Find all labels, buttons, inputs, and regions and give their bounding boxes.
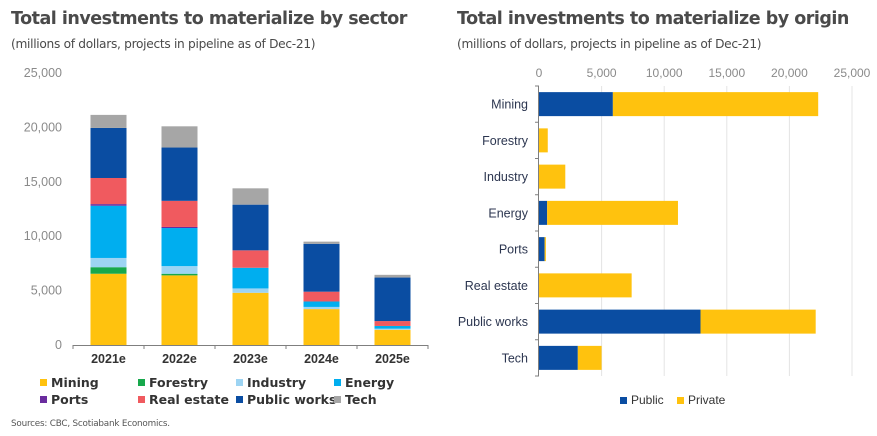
bar-segment-public-ports: [539, 237, 545, 262]
y-tick-label: 25,000: [24, 66, 62, 80]
bar-segment-energy-2025e: [374, 325, 411, 329]
x-tick-label: 5,000: [587, 66, 617, 80]
bar-segment-industry-2025e: [374, 328, 411, 330]
y-category-label: Tech: [502, 351, 528, 365]
y-category-label: Mining: [491, 98, 528, 112]
x-tick-label: 2024e: [304, 352, 339, 366]
right-chart-subtitle: (millions of dollars, projects in pipeli…: [457, 37, 762, 51]
bar-segment-public-mining: [539, 92, 613, 117]
bar-segment-private-tech: [577, 345, 602, 370]
x-tick-label: 10,000: [646, 66, 683, 80]
x-tick-label: 20,000: [771, 66, 808, 80]
bar-segment-public-public-works: [539, 309, 701, 334]
bar-segment-public-works-2025e: [374, 277, 411, 322]
bar-segment-ports-2022e: [161, 226, 198, 229]
bar-segment-mining-2023e: [232, 292, 269, 345]
bar-segment-public-works-2023e: [232, 204, 269, 251]
bar-segment-industry-2021e: [90, 257, 127, 268]
bar-segment-industry-2024e: [303, 306, 340, 310]
bar-segment-industry-2023e: [232, 288, 269, 293]
bar-segment-private-forestry: [539, 128, 548, 153]
bar-segment-real-estate-2021e: [90, 177, 127, 205]
bar-segment-tech-2021e: [90, 114, 127, 128]
y-tick-label: 20,000: [24, 120, 62, 134]
y-tick-label: 15,000: [24, 175, 62, 189]
bar-segment-private-mining: [612, 92, 819, 117]
bar-segment-private-ports: [544, 237, 546, 262]
x-tick-label: 0: [536, 66, 543, 80]
left-stacked-bar-chart: 0 5,000 10,000 15,000 20,000 25,000 2021e 2022…: [24, 66, 429, 366]
bar-segment-mining-2025e: [374, 329, 411, 345]
right-stacked-bar-chart: 0 5,000 10,000 15,000 20,000 25,000 Mining For…: [458, 66, 871, 377]
left-chart-subtitle: (millions of dollars, projects in pipeli…: [11, 37, 316, 51]
y-category-label: Public works: [458, 315, 528, 329]
bar-segment-energy-2021e: [90, 205, 127, 258]
bar-segment-real-estate-2024e: [303, 291, 340, 302]
bar-segment-ports-2021e: [90, 204, 127, 206]
bar-segment-tech-2024e: [303, 241, 340, 244]
bar-segment-private-real-estate: [539, 273, 632, 298]
y-tick-label: 10,000: [24, 229, 62, 243]
y-category-label: Industry: [484, 170, 529, 184]
x-tick-label: 25,000: [834, 66, 871, 80]
bar-segment-mining-2021e: [90, 273, 127, 345]
left-chart-title: Total investments to materialize by sect…: [11, 9, 407, 29]
bar-segment-private-energy: [547, 200, 678, 225]
x-tick-label: 2023e: [233, 352, 268, 366]
right-chart-title: Total investments to materialize by orig…: [457, 9, 849, 29]
x-tick-label: 2021e: [91, 352, 126, 366]
x-tick-label: 15,000: [708, 66, 745, 80]
bar-segment-mining-2022e: [161, 275, 198, 345]
x-tick-label: 2025e: [375, 352, 410, 366]
y-category-label: Forestry: [482, 134, 529, 148]
bar-segment-forestry-2021e: [90, 267, 127, 274]
source-note: Sources: CBC, Scotiabank Economics.: [11, 419, 170, 429]
bar-segment-public-energy: [539, 200, 548, 225]
bar-segment-private-public-works: [700, 309, 816, 334]
bar-segment-private-industry: [539, 164, 566, 189]
y-tick-label: 5,000: [31, 284, 62, 298]
bar-segment-forestry-2022e: [161, 273, 198, 276]
bar-segment-industry-2022e: [161, 266, 198, 274]
x-tick-label: 2022e: [162, 352, 197, 366]
bar-segment-public-works-2022e: [161, 147, 198, 201]
bar-segment-real-estate-2025e: [374, 321, 411, 326]
y-category-label: Real estate: [465, 279, 528, 293]
bar-segment-energy-2024e: [303, 301, 340, 307]
bar-segment-tech-2025e: [374, 274, 411, 278]
bar-segment-tech-2023e: [232, 188, 269, 205]
bar-segment-real-estate-2022e: [161, 200, 198, 227]
bar-segment-public-works-2021e: [90, 127, 127, 178]
bar-segment-public-works-2024e: [303, 243, 340, 292]
bar-segment-public-tech: [539, 345, 578, 370]
bar-segment-tech-2022e: [161, 126, 198, 148]
bar-segment-energy-2022e: [161, 228, 198, 267]
bar-segment-real-estate-2023e: [232, 250, 269, 268]
bar-segment-mining-2024e: [303, 309, 340, 345]
bar-segment-energy-2023e: [232, 267, 269, 289]
y-tick-label: 0: [55, 338, 62, 352]
y-category-label: Energy: [488, 206, 528, 220]
y-category-label: Ports: [499, 243, 528, 257]
